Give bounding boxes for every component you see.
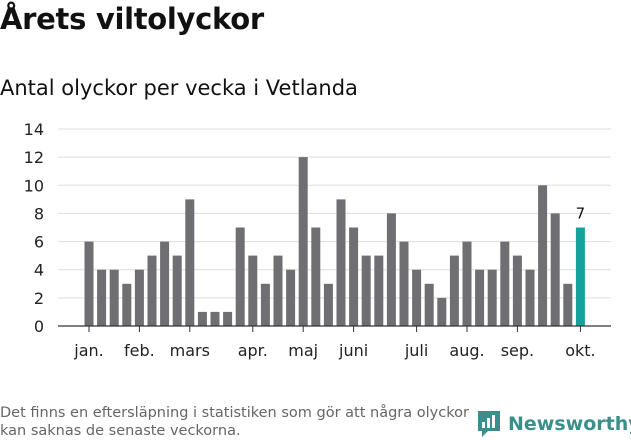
- x-axis-tick-labels: jan. feb. mars apr. maj juni juli aug. sep. okt.: [73, 326, 596, 360]
- brand-name: Newsworthy: [508, 413, 631, 435]
- bar: [361, 255, 371, 326]
- bar: [424, 283, 434, 326]
- bar: [210, 311, 220, 326]
- bar: [538, 185, 548, 326]
- x-tick-label: maj: [288, 341, 318, 360]
- bar: [550, 213, 560, 326]
- bar: [172, 255, 182, 326]
- y-axis-tick-labels: 0 2 4 6 8 10 12 14: [24, 120, 44, 336]
- bar-chart: 0 2 4 6 8 10 12 14 jan. feb. mars apr. maj juni juli a…: [24, 120, 611, 360]
- bar: [311, 227, 321, 326]
- bar: [449, 255, 459, 326]
- chart-title: Årets viltolyckor: [0, 2, 264, 36]
- y-tick-label: 0: [34, 317, 44, 336]
- data-label: 7: [576, 205, 586, 223]
- x-tick-label: aug.: [449, 341, 484, 360]
- newsworthy-icon: [478, 411, 500, 437]
- x-tick-label: juli: [404, 341, 428, 360]
- y-tick-label: 8: [34, 204, 44, 223]
- x-tick-label: feb.: [124, 341, 155, 360]
- bar: [399, 241, 409, 326]
- bar: [500, 241, 510, 326]
- bar: [525, 269, 535, 326]
- data-labels: 7: [576, 205, 586, 223]
- bar: [437, 297, 447, 326]
- bar: [260, 283, 270, 326]
- bar: [248, 255, 258, 326]
- y-tick-label: 14: [24, 120, 44, 139]
- y-tick-label: 4: [34, 261, 44, 280]
- bar: [160, 241, 170, 326]
- x-tick-label: okt.: [565, 341, 595, 360]
- x-tick-label: juni: [338, 341, 368, 360]
- bar: [512, 255, 522, 326]
- newsworthy-logo: Newsworthy: [476, 408, 631, 440]
- y-tick-label: 12: [24, 148, 44, 167]
- bar: [97, 269, 107, 326]
- bar: [84, 241, 94, 326]
- bar: [462, 241, 472, 326]
- bar: [273, 255, 283, 326]
- bar: [109, 269, 119, 326]
- bar: [147, 255, 157, 326]
- y-tick-label: 10: [24, 176, 44, 195]
- bar: [223, 311, 233, 326]
- bar: [349, 227, 359, 326]
- bar: [336, 199, 346, 326]
- bar: [286, 269, 296, 326]
- x-tick-label: jan.: [73, 341, 103, 360]
- bar: [386, 213, 396, 326]
- chart-subtitle: Antal olyckor per vecka i Vetlanda: [0, 76, 358, 100]
- bar: [235, 227, 245, 326]
- x-tick-label: sep.: [501, 341, 534, 360]
- x-tick-label: mars: [170, 341, 210, 360]
- bar: [475, 269, 485, 326]
- bar: [487, 269, 497, 326]
- bar: [575, 227, 585, 326]
- footnote: Det finns en eftersläpning i statistiken…: [0, 405, 469, 439]
- bar: [134, 269, 144, 326]
- bar: [298, 157, 308, 326]
- bar: [185, 199, 195, 326]
- y-tick-label: 2: [34, 289, 44, 308]
- bar: [412, 269, 422, 326]
- bar: [374, 255, 384, 326]
- bars: [84, 157, 585, 326]
- bar: [122, 283, 132, 326]
- bar: [197, 311, 207, 326]
- bar: [563, 283, 573, 326]
- x-tick-label: apr.: [238, 341, 268, 360]
- y-tick-label: 6: [34, 233, 44, 252]
- bar: [323, 283, 333, 326]
